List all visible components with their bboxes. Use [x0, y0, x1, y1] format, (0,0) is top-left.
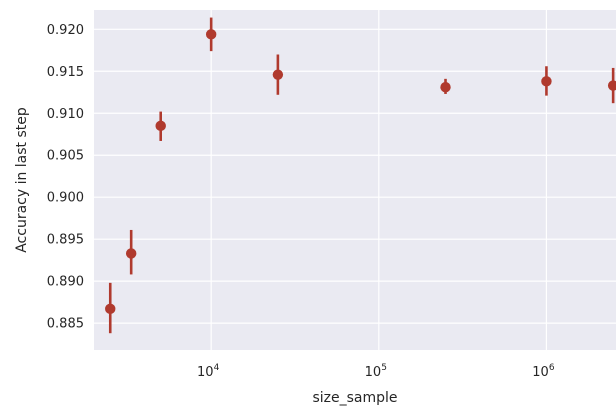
data-point [440, 82, 451, 93]
x-tick-label: 104 [197, 363, 220, 380]
y-tick-label: 0.895 [47, 233, 84, 248]
y-tick-label: 0.910 [47, 107, 84, 122]
y-axis-label: Accuracy in last step [14, 107, 30, 253]
data-point [105, 303, 116, 315]
y-tick-label: 0.890 [47, 275, 84, 290]
data-point [541, 76, 552, 87]
y-tick-label: 0.900 [47, 191, 84, 206]
data-points [105, 29, 616, 315]
y-gridlines [94, 28, 616, 324]
x-tick-label: 106 [532, 363, 555, 380]
data-point [607, 80, 616, 91]
x-tick-label: 105 [365, 363, 387, 380]
data-point [272, 69, 284, 80]
x-tick-labels: 104 105 106 [197, 363, 555, 380]
x-axis-label: size_sample [312, 390, 397, 406]
y-tick-label: 0.915 [47, 65, 84, 80]
y-tick-label: 0.885 [47, 317, 84, 332]
data-point [205, 29, 217, 40]
data-point [155, 120, 166, 132]
y-tick-label: 0.920 [47, 23, 84, 38]
plot-background [94, 10, 616, 350]
data-point [125, 248, 137, 259]
y-tick-label: 0.905 [47, 149, 84, 164]
y-tick-labels: 0.885 0.890 0.895 0.900 0.905 0.910 0.915 0.920 [47, 23, 84, 332]
